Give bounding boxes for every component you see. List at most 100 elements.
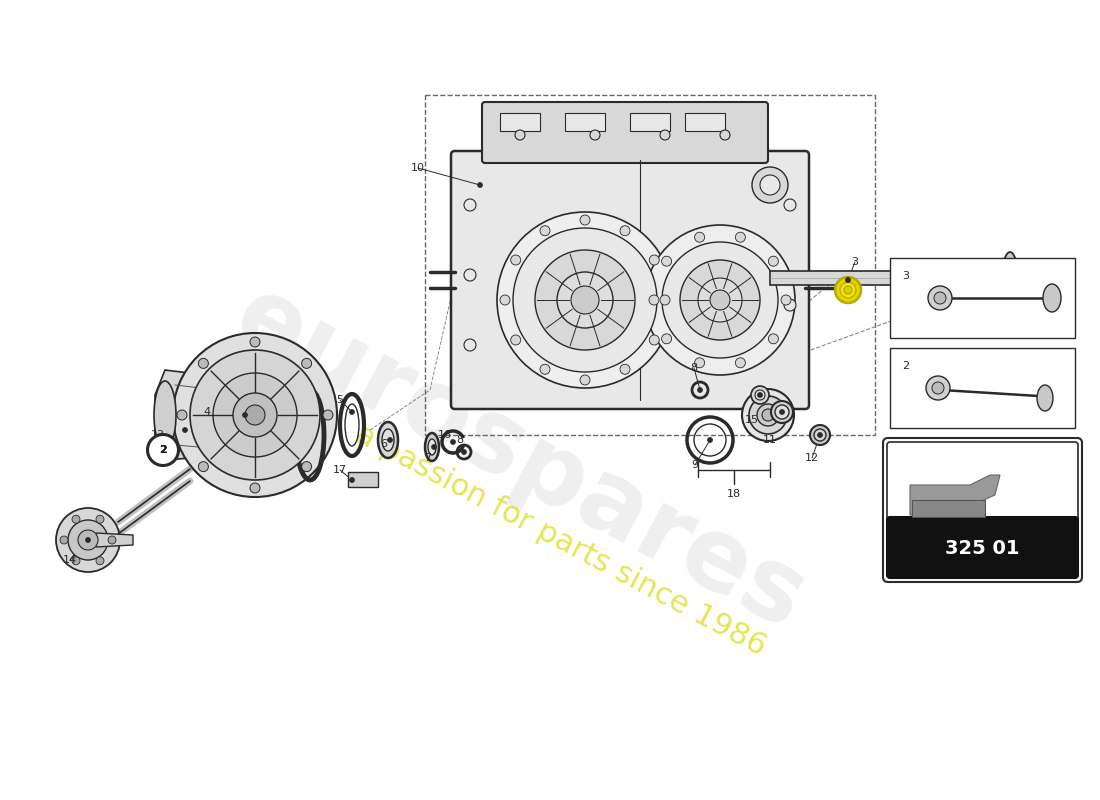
FancyBboxPatch shape — [887, 442, 1078, 523]
Ellipse shape — [771, 401, 793, 423]
Circle shape — [697, 387, 703, 393]
Circle shape — [250, 483, 260, 493]
Bar — [500, 113, 540, 131]
FancyBboxPatch shape — [482, 102, 768, 163]
Ellipse shape — [1002, 252, 1018, 304]
Circle shape — [781, 295, 791, 305]
Circle shape — [540, 226, 550, 236]
Circle shape — [660, 130, 670, 140]
Text: 9: 9 — [692, 460, 698, 470]
Text: 11: 11 — [763, 435, 777, 445]
Circle shape — [431, 445, 437, 450]
Ellipse shape — [749, 396, 786, 434]
Circle shape — [817, 433, 823, 438]
Ellipse shape — [428, 439, 436, 455]
Circle shape — [147, 434, 179, 466]
Text: 3: 3 — [902, 271, 909, 281]
Bar — [425, 95, 874, 435]
Text: 8: 8 — [456, 435, 463, 445]
Circle shape — [96, 557, 104, 565]
FancyBboxPatch shape — [887, 517, 1078, 578]
Circle shape — [213, 373, 297, 457]
Circle shape — [464, 199, 476, 211]
Circle shape — [515, 130, 525, 140]
Text: 325 01: 325 01 — [945, 538, 1020, 558]
Circle shape — [464, 339, 476, 351]
Text: 2: 2 — [160, 445, 167, 455]
Circle shape — [387, 438, 393, 442]
Circle shape — [698, 278, 742, 322]
Circle shape — [86, 538, 90, 542]
Circle shape — [649, 255, 659, 265]
Circle shape — [301, 462, 311, 472]
Circle shape — [590, 130, 600, 140]
Bar — [630, 113, 670, 131]
Circle shape — [451, 439, 455, 445]
Circle shape — [780, 410, 784, 414]
Circle shape — [464, 269, 476, 281]
Text: eurospares: eurospares — [218, 269, 822, 651]
Circle shape — [108, 536, 115, 544]
Ellipse shape — [840, 282, 856, 298]
Circle shape — [662, 242, 778, 358]
Circle shape — [580, 215, 590, 225]
Circle shape — [760, 175, 780, 195]
Circle shape — [183, 427, 187, 433]
Text: 5: 5 — [337, 395, 343, 405]
Circle shape — [784, 299, 796, 311]
Circle shape — [784, 199, 796, 211]
Circle shape — [477, 182, 483, 187]
Circle shape — [580, 375, 590, 385]
Text: 14: 14 — [63, 555, 77, 565]
Text: 10: 10 — [411, 163, 425, 173]
Polygon shape — [770, 271, 1010, 285]
Ellipse shape — [762, 409, 774, 421]
Circle shape — [571, 286, 600, 314]
Text: 17: 17 — [333, 465, 348, 475]
Circle shape — [177, 410, 187, 420]
Circle shape — [198, 358, 208, 368]
Circle shape — [707, 438, 713, 442]
Circle shape — [72, 557, 80, 565]
Circle shape — [932, 382, 944, 394]
Circle shape — [535, 250, 635, 350]
Circle shape — [60, 536, 68, 544]
Circle shape — [736, 358, 746, 368]
Ellipse shape — [776, 405, 789, 419]
Circle shape — [680, 260, 760, 340]
Circle shape — [497, 212, 673, 388]
Circle shape — [752, 167, 788, 203]
Circle shape — [78, 530, 98, 550]
Circle shape — [500, 295, 510, 305]
Circle shape — [233, 393, 277, 437]
Ellipse shape — [1037, 385, 1053, 411]
Circle shape — [242, 413, 248, 418]
Bar — [890, 258, 1075, 338]
Circle shape — [1008, 273, 1012, 278]
Circle shape — [660, 295, 670, 305]
Circle shape — [198, 462, 208, 472]
Bar — [890, 348, 1075, 428]
Ellipse shape — [378, 422, 398, 458]
Polygon shape — [96, 533, 133, 547]
Circle shape — [926, 376, 950, 400]
Text: 1: 1 — [1014, 263, 1022, 273]
Bar — [565, 113, 605, 131]
Text: 13: 13 — [151, 430, 165, 440]
Circle shape — [649, 295, 659, 305]
Circle shape — [649, 335, 659, 345]
Circle shape — [68, 520, 108, 560]
Polygon shape — [155, 370, 245, 460]
Text: 2: 2 — [902, 361, 909, 371]
Circle shape — [173, 333, 337, 497]
Circle shape — [462, 450, 466, 454]
Circle shape — [350, 410, 354, 414]
Circle shape — [661, 256, 672, 266]
Circle shape — [513, 228, 657, 372]
Text: 2: 2 — [160, 445, 167, 455]
Ellipse shape — [1043, 284, 1062, 312]
Text: 3: 3 — [851, 257, 858, 267]
Circle shape — [694, 358, 705, 368]
Circle shape — [661, 334, 672, 344]
Circle shape — [769, 334, 779, 344]
